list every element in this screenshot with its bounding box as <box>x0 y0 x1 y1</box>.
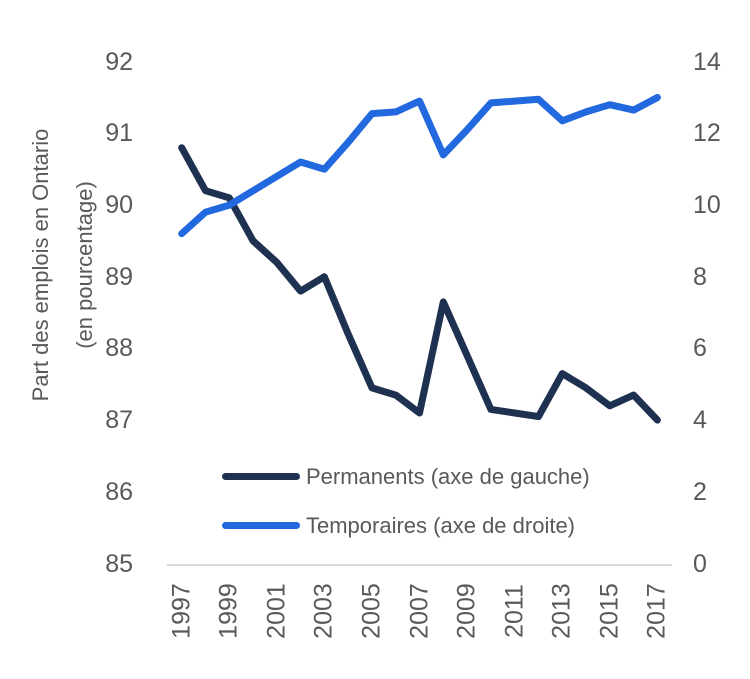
legend: Permanents (axe de gauche) Temporaires (… <box>222 452 590 550</box>
left-axis-tick-label: 87 <box>105 406 133 435</box>
series-line-permanents <box>178 144 661 424</box>
right-axis-tick-label: 14 <box>693 47 721 76</box>
right-axis-tick-label: 8 <box>693 262 707 291</box>
right-axis-tick-label: 4 <box>693 406 707 435</box>
series-line-temporaires <box>178 94 661 238</box>
right-axis-tick-label: 12 <box>693 119 721 148</box>
x-axis-line <box>167 564 672 566</box>
legend-label-permanents: Permanents (axe de gauche) <box>306 463 590 489</box>
right-axis-tick-label: 6 <box>693 334 707 363</box>
right-axis-tick-label: 10 <box>693 191 721 220</box>
left-axis-tick-label: 90 <box>105 191 133 220</box>
legend-item-permanents: Permanents (axe de gauche) <box>222 452 590 501</box>
left-axis-tick-label: 91 <box>105 119 133 148</box>
left-axis-tick-label: 85 <box>105 549 133 578</box>
right-axis-tick-label: 2 <box>693 477 707 506</box>
left-axis-tick-label: 92 <box>105 47 133 76</box>
left-axis-tick-label: 88 <box>105 334 133 363</box>
permanents-line-swatch <box>222 473 300 480</box>
legend-label-temporaires: Temporaires (axe de droite) <box>306 512 576 538</box>
legend-item-temporaires: Temporaires (axe de droite) <box>222 501 590 550</box>
left-axis-tick-label: 86 <box>105 477 133 506</box>
right-axis-tick-label: 0 <box>693 549 707 578</box>
temporaires-line-swatch <box>222 522 300 529</box>
left-axis-tick-label: 89 <box>105 262 133 291</box>
